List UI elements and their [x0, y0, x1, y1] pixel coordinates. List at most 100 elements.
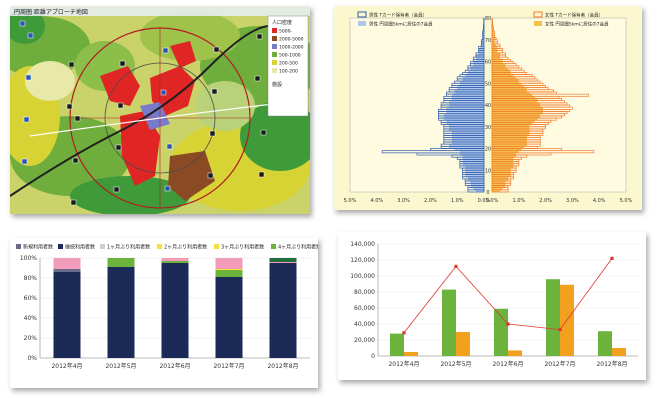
female-resident-bar — [492, 144, 527, 147]
male-resident-bar — [462, 78, 484, 82]
stacked-bar-segment — [161, 258, 189, 261]
male-resident-bar — [449, 100, 484, 103]
male-resident-bar — [446, 111, 484, 114]
male-resident-bar — [451, 141, 484, 145]
facility-marker — [260, 129, 267, 136]
female-resident-bar — [492, 35, 494, 38]
x-tick-label: 2012年8月 — [596, 360, 627, 368]
male-resident-bar — [481, 44, 484, 47]
y-tick-label: 80 — [485, 16, 491, 22]
trend-point — [558, 328, 562, 332]
male-resident-bar — [443, 113, 484, 116]
legend-swatch — [214, 244, 219, 249]
female-resident-bar — [492, 176, 509, 179]
female-resident-bar — [492, 81, 519, 84]
legend-label: 2ヶ月ぶり利用者数 — [164, 244, 207, 251]
male-resident-bar — [451, 131, 484, 134]
stacked-bar-segment — [215, 270, 243, 277]
male-resident-bar — [451, 94, 484, 97]
map-legend-label: 100-200 — [279, 69, 298, 75]
map-legend-title: 人口密度 — [272, 19, 292, 26]
male-resident-bar — [459, 152, 484, 156]
facility-marker — [21, 158, 28, 165]
y-tick-label: 0% — [27, 355, 37, 362]
map-panel: 円周圏 距離アプローチ地図 人口密度 5000- 2000-5000 1000-2000… — [10, 6, 310, 214]
female-resident-bar — [492, 155, 517, 158]
male-resident-bar — [462, 163, 484, 166]
map-legend-label: 500-1000 — [279, 53, 301, 59]
male-resident-bar — [478, 52, 484, 55]
stacked-bar-segment — [215, 277, 243, 358]
female-resident-bar — [492, 91, 530, 95]
legend-swatch-male-resident — [358, 21, 366, 26]
legend-label-male-member: 男性 Tカード保有者（会員） — [369, 12, 427, 19]
male-resident-bar — [457, 85, 484, 88]
map-legend-label: 5000- — [279, 29, 292, 35]
stacked-bar-segment — [53, 269, 81, 272]
map-legend-section: 施設 — [272, 81, 282, 88]
female-resident-bar — [492, 107, 543, 110]
railway-line — [10, 25, 271, 197]
female-resident-bar — [492, 59, 503, 62]
stacked-bar-segment — [215, 269, 243, 270]
male-resident-bar — [470, 68, 484, 71]
female-resident-bar — [492, 74, 514, 77]
male-resident-bar — [449, 102, 484, 105]
facility-marker — [27, 32, 34, 39]
y-tick-label: 100,000 — [350, 273, 375, 280]
female-resident-bar — [492, 118, 538, 121]
legend-label-female-resident: 女性 円周圏5kmに居住の7会員 — [545, 21, 609, 28]
female-resident-bar — [492, 137, 527, 140]
male-resident-bar — [482, 35, 484, 38]
female-resident-bar — [492, 174, 511, 177]
stacked-bar-segment — [161, 263, 189, 358]
residential-zone — [140, 102, 170, 130]
commercial-zone — [168, 151, 215, 201]
map-zone — [195, 81, 255, 131]
female-resident-bar — [492, 37, 495, 40]
x-tick-label: 2012年6月 — [492, 360, 523, 368]
facility-marker — [119, 60, 126, 67]
x-tick-label-female: 0.0% — [486, 198, 499, 204]
x-tick-label: 2012年4月 — [388, 360, 419, 368]
legend-swatch-female-member — [533, 11, 543, 18]
legend-label: 1ヶ月ぶり利用者数 — [107, 244, 150, 251]
female-resident-bar — [492, 148, 522, 151]
facility-marker — [211, 88, 218, 95]
x-tick-label: 2012年7月 — [544, 360, 575, 368]
x-tick-label-female: 2.0% — [539, 198, 552, 204]
male-resident-bar — [449, 126, 484, 129]
y-tick-label: 10 — [485, 168, 491, 174]
female-resident-bar — [492, 109, 543, 112]
high-density-zone — [170, 41, 196, 68]
stacked-bar-panel: 新規利用者数 継続利用者数 1ヶ月ぶり利用者数 2ヶ月ぶり利用者数 3ヶ月ぶり利用者数 4… — [10, 238, 318, 388]
x-tick-label-male: 3.0% — [397, 198, 410, 204]
female-resident-bar — [492, 41, 495, 45]
male-resident-bar — [475, 59, 484, 62]
male-resident-bar — [475, 54, 484, 58]
y-tick-label: 70 — [485, 38, 491, 44]
stacked-bar-segment — [269, 263, 297, 358]
x-tick-label: 2012年7月 — [213, 362, 244, 370]
y-tick-label: 0 — [486, 190, 489, 196]
x-tick-label-male: 4.0% — [370, 198, 383, 204]
x-tick-label: 2012年6月 — [159, 362, 190, 370]
x-tick-label: 2012年8月 — [267, 362, 298, 370]
female-resident-bar — [492, 150, 519, 153]
female-resident-bar — [492, 146, 525, 149]
female-resident-bar — [492, 31, 494, 34]
facility-marker — [213, 46, 220, 53]
y-tick-label: 80,000 — [354, 289, 375, 296]
stacked-bar-segment — [53, 272, 81, 358]
stacked-bar-segment — [269, 258, 297, 262]
stacked-bar-segment — [53, 258, 81, 269]
facility-marker — [160, 89, 167, 96]
female-resident-bar — [492, 33, 494, 36]
facility-marker — [117, 102, 124, 109]
y-tick-label: 20% — [24, 335, 38, 342]
legend-label: 新規利用者数 — [23, 244, 53, 251]
female-resident-bar — [492, 139, 527, 142]
female-resident-bar — [492, 46, 498, 49]
female-resident-bar — [492, 87, 527, 90]
